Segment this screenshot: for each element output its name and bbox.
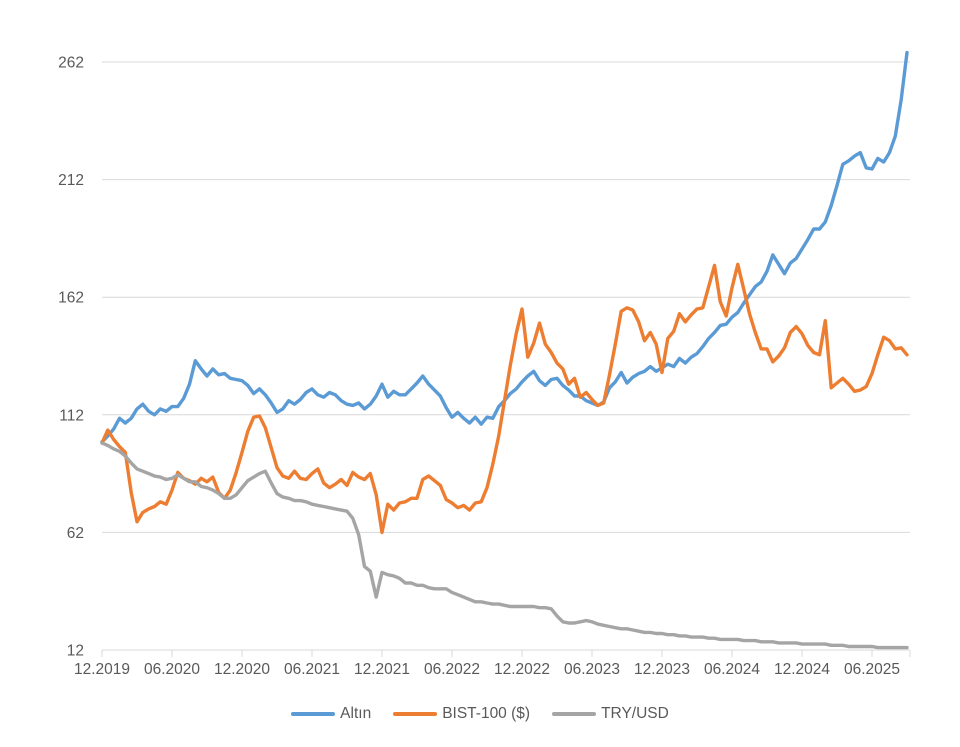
series-line-try-usd <box>100 441 909 650</box>
y-tick-label: 12 <box>67 643 84 660</box>
series-line-bist-100 <box>100 262 909 535</box>
legend-item-bist-100[interactable]: BIST-100 ($) <box>393 703 530 725</box>
legend-item-alt-n[interactable]: Altın <box>291 703 371 725</box>
legend-line-swatch-alt-n <box>291 712 336 716</box>
legend-line-swatch-bist-100 <box>393 712 438 716</box>
x-tick-label: 06.2021 <box>284 661 340 678</box>
y-tick-label: 162 <box>58 290 84 307</box>
x-tick-label: 12.2020 <box>214 661 270 678</box>
series-line-alt-n <box>100 50 909 444</box>
x-tick-label: 12.2023 <box>634 661 690 678</box>
legend-item-try-usd[interactable]: TRY/USD <box>552 703 669 725</box>
y-tick-label: 112 <box>59 407 84 424</box>
x-tick-label: 06.2020 <box>144 661 200 678</box>
x-tick-label: 06.2024 <box>704 661 760 678</box>
y-tick-label: 62 <box>67 525 84 542</box>
legend-line-swatch-try-usd <box>552 712 597 716</box>
x-tick-label: 12.2021 <box>354 661 410 678</box>
x-tick-label: 06.2025 <box>844 661 900 678</box>
legend-label: Altın <box>340 705 372 722</box>
x-tick-label: 12.2019 <box>74 661 130 678</box>
x-tick-label: 12.2022 <box>494 661 550 678</box>
y-tick-label: 262 <box>58 55 84 72</box>
x-tick-label: 06.2023 <box>564 661 620 678</box>
x-tick-label: 06.2022 <box>424 661 480 678</box>
legend-label: TRY/USD <box>601 705 669 722</box>
chart-legend: Altın BIST-100 ($) TRY/USD <box>0 703 960 725</box>
y-tick-label: 212 <box>58 172 84 189</box>
x-tick-label: 12.2024 <box>774 661 830 678</box>
legend-label: BIST-100 ($) <box>442 705 531 722</box>
